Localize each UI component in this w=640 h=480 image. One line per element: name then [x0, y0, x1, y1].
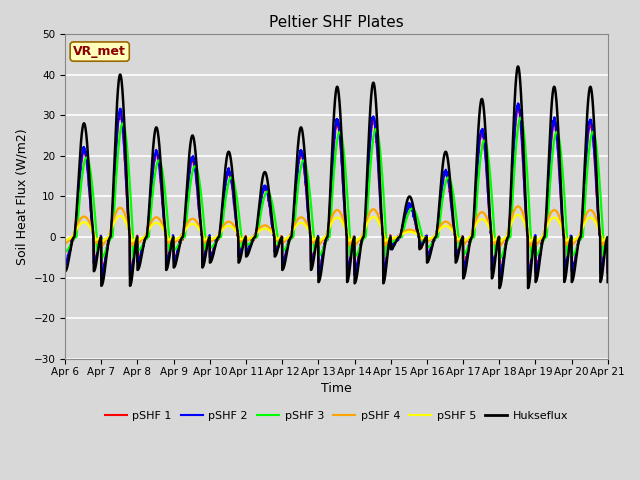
Hukseflux — [352, 278, 360, 284]
Hukseflux — [514, 63, 522, 69]
pSHF 1 — [364, 179, 372, 184]
pSHF 1 — [514, 103, 522, 108]
pSHF 3 — [61, 249, 69, 254]
Hukseflux — [604, 279, 612, 285]
pSHF 4 — [352, 242, 360, 248]
pSHF 5 — [494, 235, 502, 240]
pSHF 1 — [61, 258, 69, 264]
Hukseflux — [494, 237, 502, 243]
Hukseflux — [212, 239, 220, 244]
pSHF 3 — [604, 253, 612, 259]
pSHF 1 — [604, 270, 612, 276]
pSHF 3 — [212, 238, 220, 244]
Line: pSHF 4: pSHF 4 — [65, 206, 608, 246]
Line: pSHF 1: pSHF 1 — [65, 106, 608, 277]
pSHF 4 — [364, 215, 372, 220]
pSHF 4 — [495, 243, 503, 249]
pSHF 3 — [352, 253, 360, 259]
pSHF 1 — [572, 255, 579, 261]
pSHF 3 — [494, 238, 502, 243]
Line: pSHF 5: pSHF 5 — [65, 215, 608, 241]
Y-axis label: Soil Heat Flux (W/m2): Soil Heat Flux (W/m2) — [15, 128, 28, 265]
pSHF 5 — [495, 239, 503, 244]
pSHF 3 — [517, 115, 525, 120]
pSHF 2 — [572, 258, 579, 264]
pSHF 2 — [352, 271, 360, 276]
Line: pSHF 3: pSHF 3 — [65, 118, 608, 259]
pSHF 4 — [556, 216, 564, 222]
pSHF 3 — [495, 256, 503, 262]
pSHF 4 — [61, 240, 69, 246]
pSHF 1 — [494, 235, 502, 240]
Hukseflux — [364, 159, 372, 165]
pSHF 2 — [212, 238, 220, 244]
pSHF 1 — [352, 267, 360, 273]
Hukseflux — [495, 285, 503, 291]
pSHF 2 — [61, 262, 69, 268]
pSHF 4 — [572, 238, 579, 244]
pSHF 2 — [514, 101, 522, 107]
X-axis label: Time: Time — [321, 382, 352, 395]
pSHF 2 — [364, 176, 372, 182]
pSHF 1 — [524, 274, 532, 280]
pSHF 4 — [212, 234, 220, 240]
pSHF 5 — [212, 234, 220, 240]
pSHF 5 — [364, 220, 372, 226]
pSHF 4 — [494, 235, 502, 241]
pSHF 5 — [61, 237, 69, 243]
Hukseflux — [61, 268, 69, 274]
pSHF 2 — [494, 236, 502, 241]
Line: Hukseflux: Hukseflux — [65, 66, 608, 288]
pSHF 4 — [514, 204, 522, 209]
pSHF 1 — [556, 183, 564, 189]
pSHF 4 — [604, 242, 612, 248]
pSHF 3 — [556, 143, 564, 149]
Title: Peltier SHF Plates: Peltier SHF Plates — [269, 15, 404, 30]
Hukseflux — [572, 263, 579, 268]
Text: VR_met: VR_met — [74, 45, 126, 58]
pSHF 5 — [514, 212, 522, 218]
Legend: pSHF 1, pSHF 2, pSHF 3, pSHF 4, pSHF 5, Hukseflux: pSHF 1, pSHF 2, pSHF 3, pSHF 4, pSHF 5, … — [100, 407, 573, 426]
pSHF 3 — [364, 203, 372, 209]
pSHF 3 — [572, 249, 579, 254]
pSHF 1 — [212, 239, 220, 244]
pSHF 5 — [556, 221, 564, 227]
pSHF 5 — [352, 238, 360, 244]
pSHF 5 — [604, 238, 612, 244]
pSHF 2 — [604, 269, 612, 275]
Hukseflux — [556, 169, 564, 175]
Line: pSHF 2: pSHF 2 — [65, 104, 608, 278]
pSHF 2 — [556, 184, 564, 190]
pSHF 5 — [572, 236, 579, 242]
pSHF 2 — [525, 276, 532, 281]
